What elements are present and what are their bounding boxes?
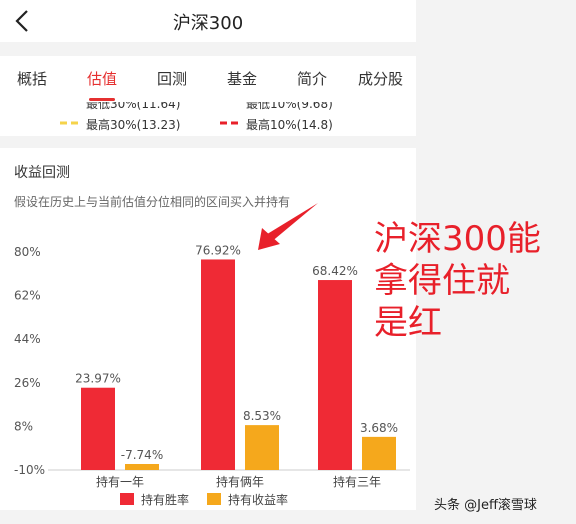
tab-overview[interactable]: 概括 (17, 70, 48, 88)
dash-yellow-icon (60, 121, 80, 125)
legend-high30: 最高30%(13.23) (86, 118, 181, 132)
legend-label: 持有胜率 (141, 492, 189, 507)
y-tick-label: 80% (14, 245, 41, 259)
bar-win-rate (81, 387, 115, 470)
bar-value-label: 3.68% (360, 421, 398, 435)
header-bar: 沪深300 (0, 0, 416, 42)
arrow-head-icon (258, 228, 280, 250)
bar-win-rate (318, 280, 352, 470)
legend-swatch-win-rate (120, 493, 134, 505)
bar-win-rate (201, 259, 235, 470)
bar-return-rate (125, 464, 159, 470)
annotation-line: 拿得住就 (374, 261, 510, 301)
arrow-shaft-icon (264, 203, 318, 243)
annotation-text: 沪深300能 拿得住就 是红 (374, 218, 574, 344)
dash-red-icon (220, 121, 240, 125)
page-title: 沪深300 (172, 13, 244, 34)
tab-bar: 概括 估值 回测 基金 简介 成分股 (0, 56, 416, 102)
section-description: 假设在历史上与当前估值分位相同的区间买入并持有 (14, 195, 291, 209)
section-title: 收益回测 (14, 165, 70, 181)
bar-value-label: 23.97% (75, 372, 121, 386)
annotation-line: 是红 (374, 303, 442, 343)
y-tick-label: 26% (14, 376, 41, 390)
bar-value-label: 8.53% (243, 409, 281, 423)
watermark: 头条 @Jeff滚雪球 (434, 498, 537, 513)
tab-funds[interactable]: 基金 (227, 70, 258, 88)
valuation-legend: 最低30%(11.64) 最低10%(9.68) 最高30%(13.23) 最高… (0, 102, 416, 136)
legend-swatch-return-rate (207, 493, 221, 505)
tab-intro[interactable]: 简介 (297, 70, 328, 88)
y-tick-label: 44% (14, 332, 41, 346)
y-tick-label: -10% (14, 463, 45, 477)
x-tick-label: 持有一年 (96, 474, 144, 489)
active-tab-indicator (89, 98, 115, 101)
chevron-left-icon[interactable] (10, 6, 36, 36)
legend-low30: 最低30%(11.64) (86, 102, 181, 111)
legend-high10: 最高10%(14.8) (246, 118, 333, 132)
legend-label: 持有收益率 (228, 492, 288, 507)
bar-return-rate (362, 436, 396, 470)
bar-return-rate (245, 425, 279, 470)
tab-constituents[interactable]: 成分股 (358, 70, 404, 88)
x-tick-label: 持有俩年 (216, 474, 264, 489)
tab-backtest[interactable]: 回测 (157, 70, 188, 88)
tab-valuation[interactable]: 估值 (87, 70, 118, 88)
x-tick-label: 持有三年 (333, 474, 381, 489)
y-tick-label: 8% (14, 419, 33, 433)
bar-value-label: 68.42% (312, 264, 358, 278)
y-tick-label: 62% (14, 289, 41, 303)
legend-low10: 最低10%(9.68) (246, 102, 333, 111)
bar-value-label: 76.92% (195, 243, 241, 257)
bar-value-label: -7.74% (121, 448, 163, 462)
annotation-line: 沪深300能 (374, 219, 541, 259)
